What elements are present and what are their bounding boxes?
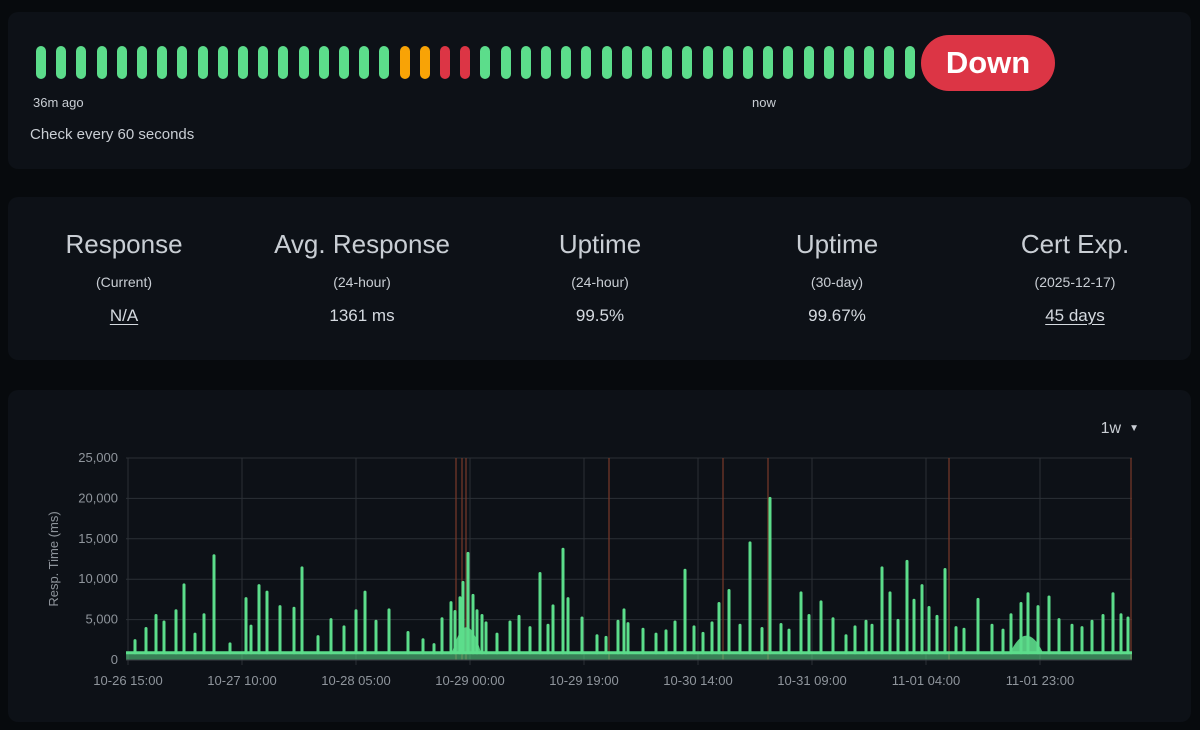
heartbeat-beat-up[interactable] [56, 46, 67, 79]
x-tick-label: 10-26 15:00 [93, 673, 162, 688]
cert-expiry-link[interactable]: 45 days [1045, 306, 1105, 325]
heartbeat-beat-up[interactable] [379, 46, 390, 79]
heartbeat-beat-up[interactable] [904, 46, 915, 79]
heartbeat-beat-up[interactable] [662, 46, 673, 79]
stat-subtitle: (24-hour) [333, 274, 391, 290]
uptime-30d-value: 99.67% [808, 306, 866, 325]
response-time-chart: 0 5,000 10,000 15,000 20,000 25,000 10-26 15:0… [46, 450, 1132, 688]
heartbeat-beat-up[interactable] [561, 46, 572, 79]
heartbeat-beat-up[interactable] [298, 46, 309, 79]
stats-card: Response (Current) N/A Avg. Response (24… [8, 197, 1191, 360]
heartbeat-beat-up[interactable] [702, 46, 713, 79]
uptime-24h-value: 99.5% [575, 306, 625, 325]
heartbeat-beat-up[interactable] [520, 46, 531, 79]
heartbeat-beat-up[interactable] [642, 46, 652, 79]
heartbeat-beat-down[interactable] [440, 46, 450, 79]
heartbeat-beat-up[interactable] [137, 46, 147, 79]
heartbeat-beat-up[interactable] [803, 46, 814, 79]
period-select[interactable]: 1w ▼ [1101, 420, 1139, 438]
heartbeat-beat-up[interactable] [238, 46, 248, 79]
heartbeat-start-label: 36m ago [33, 95, 84, 110]
x-tick-label: 10-27 10:00 [207, 673, 276, 688]
heartbeat-beat-up[interactable] [36, 46, 46, 79]
heartbeat-beat-up[interactable] [177, 46, 188, 79]
heartbeat-beat-up[interactable] [864, 46, 875, 79]
heartbeat-beat-up[interactable] [722, 46, 733, 79]
x-tick-label: 10-29 19:00 [549, 673, 618, 688]
heartbeat-beat-up[interactable] [278, 46, 289, 79]
x-tick-label: 10-28 05:00 [321, 673, 390, 688]
stat-title: Uptime [795, 229, 879, 259]
heartbeat-beat-up[interactable] [621, 46, 632, 79]
heartbeat-beat-up[interactable] [682, 46, 693, 79]
stat-title: Cert Exp. [1020, 229, 1130, 259]
heartbeat-beat-up[interactable] [197, 46, 208, 79]
y-axis-label: Resp. Time (ms) [46, 511, 61, 606]
x-tick-label: 11-01 23:00 [1006, 673, 1074, 688]
heartbeat-beat-pending[interactable] [399, 46, 410, 79]
heartbeat-beat-up[interactable] [318, 46, 329, 79]
x-tick-label: 10-29 00:00 [435, 673, 504, 688]
heartbeat-beat-up[interactable] [743, 46, 753, 79]
heartbeat-beat-pending[interactable] [419, 46, 430, 79]
response-chart-card: 1w ▼ 0 5,000 10,000 15,000 20,000 25,000 10-26 … [8, 390, 1191, 722]
stat-subtitle: (Current) [95, 274, 152, 290]
heartbeat-beat-up[interactable] [541, 46, 551, 79]
x-tick-label: 10-31 09:00 [777, 673, 846, 688]
y-tick-label: 5,000 [85, 612, 118, 627]
y-tick-label: 10,000 [78, 571, 118, 586]
chevron-down-icon: ▼ [1129, 423, 1139, 434]
status-badge: Down [921, 35, 1055, 91]
stat-title: Response [65, 229, 183, 259]
current-response-link[interactable]: N/A [109, 306, 139, 325]
heartbeat-beat-up[interactable] [96, 46, 107, 79]
heartbeat-beat-up[interactable] [258, 46, 269, 79]
y-tick-label: 0 [111, 652, 118, 667]
heartbeat-beat-up[interactable] [823, 46, 834, 79]
stat-title: Avg. Response [274, 229, 450, 259]
heartbeat-beat-up[interactable] [884, 46, 895, 79]
heartbeat-beat-up[interactable] [763, 46, 774, 79]
stat-subtitle: (30-day) [810, 274, 864, 290]
y-tick-label: 25,000 [78, 450, 118, 465]
avg-response-value: 1361 ms [329, 306, 395, 325]
heartbeat-beat-up[interactable] [359, 46, 370, 79]
heartbeat-beat-up[interactable] [601, 46, 612, 79]
heartbeat-beat-up[interactable] [581, 46, 592, 79]
x-tick-label: 10-30 14:00 [663, 673, 732, 688]
stat-subtitle: (2025-12-17) [1034, 274, 1116, 290]
y-tick-label: 20,000 [78, 490, 118, 505]
heartbeat-beat-up[interactable] [844, 46, 854, 79]
heartbeat-beat-up[interactable] [157, 46, 168, 79]
x-tick-label: 11-01 04:00 [892, 673, 960, 688]
heartbeat-beat-up[interactable] [783, 46, 794, 79]
heartbeat-beat-up[interactable] [217, 46, 228, 79]
period-select-value: 1w [1100, 420, 1122, 437]
heartbeat-beat-up[interactable] [116, 46, 127, 79]
heartbeat-beat-up[interactable] [500, 46, 511, 79]
heartbeat-card: 36m ago now Check every 60 seconds Down [8, 12, 1191, 169]
baseline-area [126, 652, 1132, 660]
heartbeat-end-label: now [752, 95, 776, 110]
y-tick-label: 15,000 [78, 531, 118, 546]
heartbeat-beat-down[interactable] [460, 46, 471, 79]
stat-title: Uptime [558, 229, 642, 259]
stat-subtitle: (24-hour) [571, 274, 629, 290]
heartbeat-beat-up[interactable] [480, 46, 491, 79]
check-interval-text: Check every 60 seconds [30, 126, 195, 143]
heartbeat-beat-up[interactable] [339, 46, 349, 79]
heartbeat-beat-up[interactable] [76, 46, 87, 79]
